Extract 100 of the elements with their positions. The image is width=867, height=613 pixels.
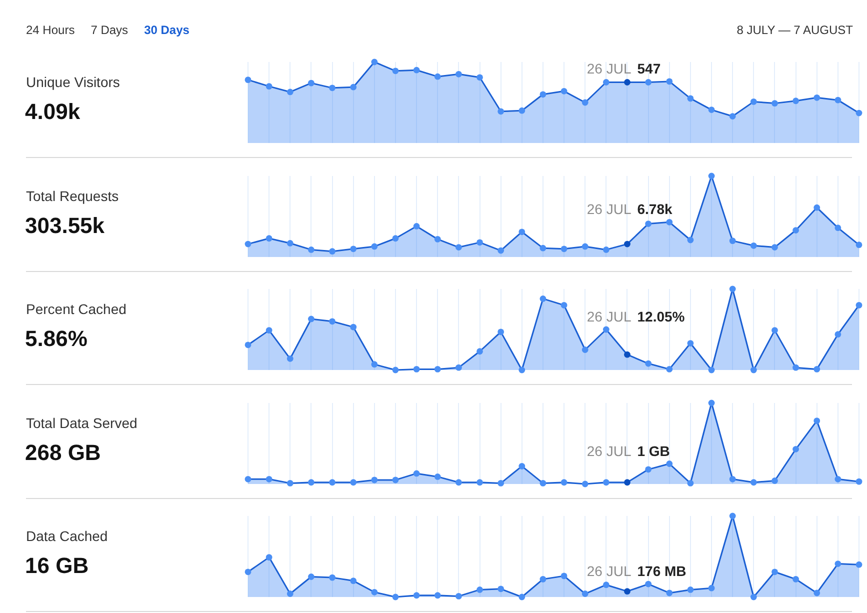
point [476,74,483,81]
point [645,466,652,472]
point [792,576,799,582]
point [687,586,694,593]
point [624,240,630,247]
point [582,242,588,250]
point [856,478,862,484]
point [434,73,441,80]
point [814,417,820,424]
point [518,462,526,469]
point [329,248,336,254]
point [371,588,378,596]
point [772,568,778,576]
point [687,340,694,346]
point [308,80,314,86]
text: 5.86% [25,326,88,352]
point [624,478,630,486]
point [455,70,462,78]
annotation: 26 JUL [586,60,632,76]
point [434,592,441,599]
point [498,479,504,486]
point [413,366,420,372]
annotation: 26 JUL [586,563,632,580]
point [350,324,357,330]
point [476,348,483,355]
point [772,327,778,334]
point [560,245,568,252]
point [244,76,252,84]
point [455,244,462,250]
annotation: 26 JUL [586,442,632,458]
point [645,79,652,86]
point [540,244,546,251]
point [266,327,272,334]
point [729,113,736,120]
point [413,592,420,599]
point [329,318,336,325]
point [666,460,673,466]
point [750,242,757,248]
point [602,326,610,333]
point [856,110,862,116]
point [286,355,294,362]
point [518,594,526,600]
point [498,586,504,592]
point [602,478,610,486]
point [244,568,252,576]
text: 24 Hours [26,22,75,38]
point [814,204,820,210]
point [729,237,736,244]
point [371,242,378,250]
text: 7 Days [90,22,128,38]
text: 8 JULY — 7 AUGUST [736,22,853,38]
point [687,479,694,486]
point [772,477,778,484]
point [772,100,778,107]
point [708,366,715,374]
point [856,241,862,248]
point [498,108,504,115]
point [392,68,399,74]
point [244,240,252,247]
point [371,476,378,483]
point [329,574,336,581]
point [856,561,862,568]
point [834,224,842,231]
point [540,296,546,302]
point [540,91,546,98]
point [434,473,441,480]
point [560,88,568,94]
point [666,78,673,85]
point [582,590,588,597]
point [518,228,526,235]
point [582,480,588,487]
point [582,99,588,106]
point [540,576,546,582]
point [708,172,715,179]
annotation: 176 MB [637,563,686,580]
point [645,220,652,226]
point [708,399,715,406]
y-axis-title: Percent Cached [26,300,126,317]
annotation: 1 GB [637,442,670,458]
text: 30 Days [144,22,190,38]
point [392,594,399,600]
point [624,79,630,86]
point [329,84,336,92]
point [308,478,314,486]
point [286,88,294,96]
point [814,94,820,101]
point [666,218,673,225]
text: 4.09k [25,99,81,124]
annotation: 26 JUL [586,200,632,217]
y-axis-title: Total Requests [26,187,119,204]
point [476,478,483,486]
point [624,588,630,595]
point [792,226,799,233]
point [750,366,757,374]
point [392,234,399,242]
point [645,360,652,367]
point [729,475,736,482]
point [350,84,357,90]
point [834,475,842,482]
point [392,366,399,374]
